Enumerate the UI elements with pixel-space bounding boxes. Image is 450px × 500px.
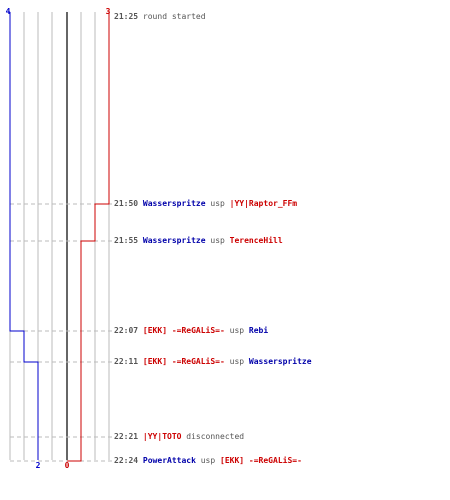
- log-action: disconnected: [186, 432, 245, 441]
- blue-player-name: PowerAttack: [142, 456, 196, 465]
- blue-end-count: 2: [36, 461, 41, 470]
- log-entry: 22:07 [EKK] -=ReGALiS=- usp Rebi: [114, 326, 268, 336]
- red-player-name: [EKK] -=ReGALiS=-: [142, 357, 225, 366]
- red-player-name: [EKK] -=ReGALiS=-: [220, 456, 302, 465]
- log-time: 21:50: [114, 199, 139, 208]
- log-entry: 21:50 Wasserspritze usp |YY|Raptor_FFm: [114, 199, 297, 209]
- log-entry: 21:25 round started: [114, 12, 206, 22]
- log-action: usp: [200, 456, 216, 465]
- log-entry: 22:11 [EKK] -=ReGALiS=- usp Wasserspritz…: [114, 357, 312, 367]
- log-entry: 22:24 PowerAttack usp [EKK] -=ReGALiS=-: [114, 456, 302, 466]
- red-start-count: 3: [106, 7, 111, 16]
- blue-player-name: Wasserspritze: [248, 357, 312, 366]
- log-action: usp: [229, 326, 245, 335]
- blue-player-name: Rebi: [248, 326, 269, 335]
- red-team-line: [67, 12, 110, 462]
- blue-player-name: Wasserspritze: [142, 199, 206, 208]
- log-action: usp: [210, 199, 225, 208]
- red-end-count: 0: [65, 461, 70, 470]
- log-time: 21:55: [114, 236, 139, 245]
- log-time: 21:25: [114, 12, 139, 21]
- log-entry: 21:55 Wasserspritze usp TerenceHill: [114, 236, 283, 246]
- blue-team-line: [9, 12, 39, 460]
- grid-lines: [9, 12, 110, 460]
- log-action: usp: [229, 357, 245, 366]
- red-player-name: [EKK] -=ReGALiS=-: [142, 326, 225, 335]
- log-entry: 22:21 |YY|TOTO disconnected: [114, 432, 244, 442]
- log-time: 22:11: [114, 357, 139, 366]
- red-player-name: TerenceHill: [229, 236, 283, 245]
- log-action: round started: [142, 12, 206, 21]
- blue-start-count: 4: [6, 7, 11, 16]
- event-guide-lines: [10, 203, 112, 462]
- blue-player-name: Wasserspritze: [142, 236, 206, 245]
- red-player-name: |YY|TOTO: [142, 432, 182, 441]
- log-time: 22:21: [114, 432, 139, 441]
- log-time: 22:24: [114, 456, 139, 465]
- red-player-name: |YY|Raptor_FFm: [229, 199, 298, 208]
- log-action: usp: [210, 236, 225, 245]
- log-time: 22:07: [114, 326, 139, 335]
